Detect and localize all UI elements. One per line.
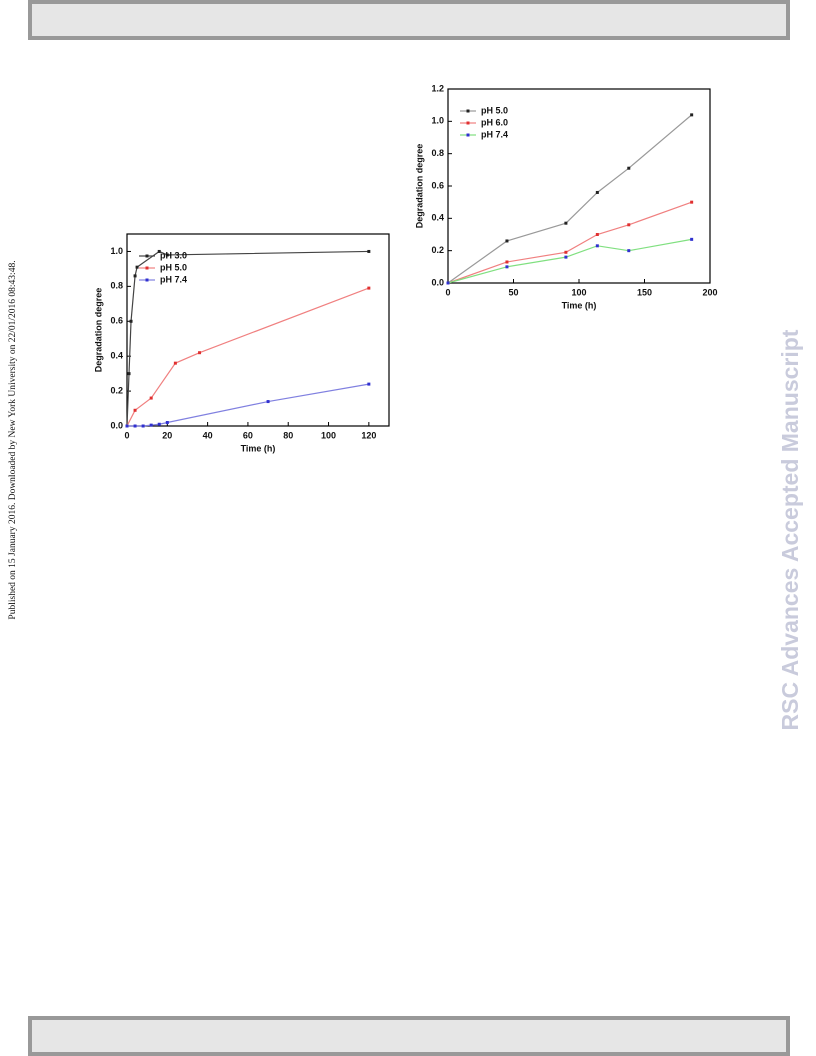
data-point — [564, 250, 568, 254]
data-point — [564, 221, 568, 225]
data-point — [198, 351, 202, 355]
data-point — [564, 255, 568, 259]
data-point — [125, 424, 129, 428]
data-point — [133, 274, 137, 278]
x-tick-label: 50 — [508, 287, 518, 297]
plot-frame — [126, 233, 390, 427]
legend-label: pH 7.4 — [160, 274, 187, 284]
data-point — [690, 200, 694, 204]
data-point — [505, 239, 509, 243]
legend-marker — [145, 254, 149, 258]
data-point — [446, 281, 450, 285]
data-point — [595, 233, 599, 236]
footer-bar — [28, 1016, 790, 1056]
y-tick-label: 0.6 — [110, 316, 123, 326]
x-tick-label: 200 — [702, 287, 717, 297]
data-point — [595, 244, 599, 248]
data-point — [505, 265, 509, 269]
y-tick-label: 0.0 — [110, 420, 123, 430]
series-line — [447, 201, 692, 284]
x-axis-label: Time (h) — [241, 443, 276, 453]
y-axis-label: Degradation degree — [414, 144, 424, 229]
y-axis-label: Degradation degree — [93, 288, 103, 373]
y-tick-label: 0.6 — [431, 180, 444, 190]
data-point — [690, 237, 694, 241]
legend-label: pH 5.0 — [481, 105, 508, 115]
data-point — [367, 249, 371, 253]
y-tick-label: 1.2 — [431, 83, 444, 93]
legend-label: pH 3.0 — [160, 250, 187, 260]
data-point — [133, 408, 137, 412]
series-line — [126, 287, 370, 427]
side-note: Published on 15 January 2016. Downloaded… — [8, 260, 18, 619]
legend-label: pH 5.0 — [160, 262, 187, 272]
data-point — [367, 382, 371, 386]
data-point — [141, 424, 145, 428]
data-point — [690, 113, 694, 117]
x-tick-label: 40 — [203, 430, 213, 440]
x-tick-label: 100 — [571, 287, 586, 297]
data-point — [627, 249, 631, 253]
x-tick-label: 120 — [361, 430, 376, 440]
data-point — [129, 319, 133, 323]
x-tick-label: 0 — [124, 430, 129, 440]
x-tick-label: 20 — [162, 430, 172, 440]
x-tick-label: 100 — [321, 430, 336, 440]
legend-marker — [466, 109, 470, 113]
legend-marker — [145, 278, 149, 282]
data-point — [595, 190, 599, 194]
y-tick-label: 0.4 — [110, 351, 123, 361]
data-point — [173, 361, 177, 365]
data-point — [627, 223, 631, 227]
data-point — [133, 424, 137, 428]
data-point — [127, 372, 131, 376]
x-axis-label: Time (h) — [562, 300, 597, 310]
data-point — [149, 396, 153, 400]
legend-marker — [466, 133, 470, 137]
x-tick-label: 60 — [243, 430, 253, 440]
data-point — [627, 166, 631, 170]
header-bar — [28, 0, 790, 40]
data-point — [165, 421, 169, 425]
y-tick-label: 1.0 — [431, 116, 444, 126]
legend-marker — [145, 266, 149, 270]
data-point — [505, 260, 509, 264]
data-point — [157, 422, 161, 426]
data-point — [135, 265, 139, 269]
data-point — [157, 249, 161, 253]
data-point — [165, 253, 169, 257]
y-tick-label: 0.2 — [431, 245, 444, 255]
y-tick-label: 0.8 — [431, 148, 444, 158]
y-tick-label: 0.4 — [431, 213, 444, 223]
legend-marker — [466, 121, 470, 125]
legend-label: pH 7.4 — [481, 129, 508, 139]
y-tick-label: 0.0 — [431, 277, 444, 287]
legend-label: pH 6.0 — [481, 117, 508, 127]
data-point — [367, 286, 371, 290]
y-tick-label: 0.2 — [110, 385, 123, 395]
data-point — [266, 400, 270, 404]
x-tick-label: 80 — [283, 430, 293, 440]
y-tick-label: 1.0 — [110, 246, 123, 256]
series-line — [447, 114, 693, 284]
x-tick-label: 150 — [637, 287, 652, 297]
watermark: RSC Advances Accepted Manuscript — [777, 329, 803, 730]
series-line — [127, 383, 369, 427]
y-tick-label: 0.8 — [110, 281, 123, 291]
x-tick-label: 0 — [445, 287, 450, 297]
series-line — [447, 238, 692, 284]
data-point — [149, 423, 153, 427]
